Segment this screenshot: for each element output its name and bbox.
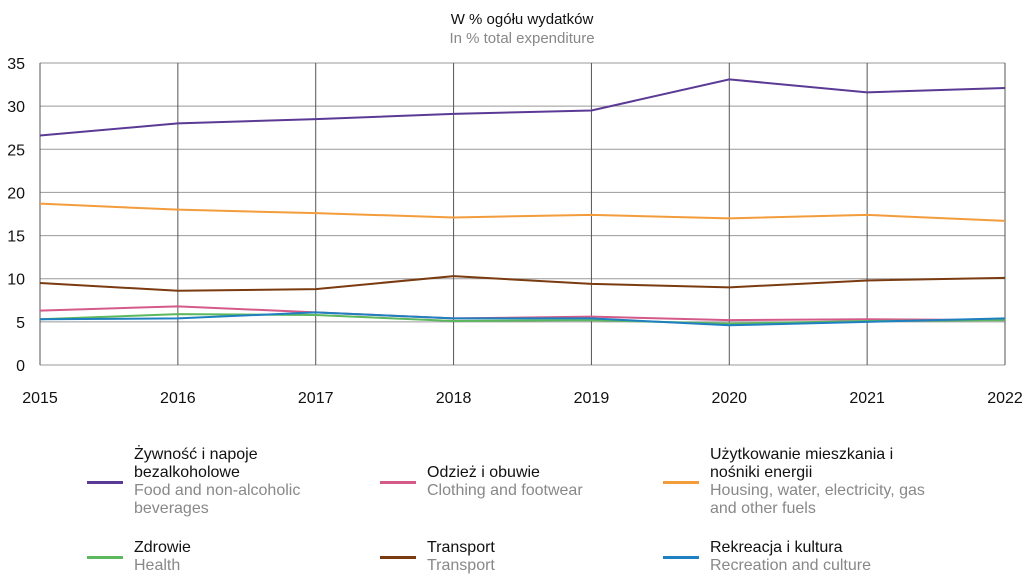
legend-swatch — [663, 480, 699, 484]
legend-item: Odzież i obuwie Clothing and footwear — [380, 464, 657, 500]
chart-title: W % ogółu wydatków — [451, 11, 594, 28]
legend-item: Żywność i napoje bezalkoholowe Food and n… — [87, 446, 334, 518]
legend-label-en: Transport — [427, 557, 495, 574]
y-tick-label: 10 — [7, 272, 25, 289]
series-line — [39, 311, 1006, 327]
y-tick-label: 20 — [7, 185, 25, 202]
legend-label: Rekreacja i kultura — [710, 539, 843, 556]
x-tick-label: 2020 — [711, 390, 747, 407]
y-tick-label: 5 — [16, 315, 25, 332]
y-tick-label: 15 — [7, 229, 25, 246]
legend-label: Żywność i napoje bezalkoholowe — [134, 446, 258, 481]
series-line — [39, 78, 1006, 137]
legend-text: Odzież i obuwie Clothing and footwear — [427, 464, 657, 500]
y-tick-label: 25 — [7, 142, 25, 159]
legend-item: Rekreacja i kultura Recreation and cultur… — [663, 539, 946, 575]
legend-label: Zdrowie — [134, 539, 191, 556]
x-tick-label: 2022 — [987, 390, 1023, 407]
legend-swatch — [87, 480, 123, 484]
legend-label: Transport — [427, 539, 495, 556]
legend-item: Transport Transport — [380, 539, 657, 575]
legend-label: Użytkowanie mieszkania i nośniki energii — [710, 446, 894, 481]
legend-label-en: Clothing and footwear — [427, 482, 583, 499]
y-tick-label: 35 — [7, 56, 25, 73]
legend-item: Użytkowanie mieszkania i nośniki energii… — [663, 446, 946, 518]
legend-text: Transport Transport — [427, 539, 657, 575]
x-tick-label: 2017 — [298, 390, 334, 407]
x-tick-label: 2019 — [574, 390, 610, 407]
y-tick-label: 0 — [16, 358, 25, 375]
legend-text: Rekreacja i kultura Recreation and cultur… — [710, 539, 946, 575]
legend-swatch — [380, 480, 416, 484]
legend-label-en: Housing, water, electricity, gas and oth… — [710, 482, 925, 517]
series-line — [39, 275, 1006, 292]
legend-swatch — [87, 555, 123, 559]
y-tick-label: 30 — [7, 99, 25, 116]
legend-text: Żywność i napoje bezalkoholowe Food and n… — [134, 446, 334, 518]
legend-swatch — [380, 555, 416, 559]
series-line — [39, 202, 1006, 222]
legend-label-en: Health — [134, 557, 181, 574]
x-tick-label: 2015 — [22, 390, 58, 407]
chart: W % ogółu wydatków In % total expenditur… — [7, 11, 1023, 407]
x-tick-label: 2021 — [849, 390, 885, 407]
chart-subtitle: In % total expenditure — [449, 30, 594, 47]
legend-text: Użytkowanie mieszkania i nośniki energii… — [710, 446, 946, 518]
x-tick-label: 2016 — [160, 390, 196, 407]
legend-label: Odzież i obuwie — [427, 464, 540, 481]
x-tick-label: 2018 — [436, 390, 472, 407]
legend-item: Zdrowie Health — [87, 539, 334, 575]
series-line — [39, 313, 1006, 325]
legend-text: Zdrowie Health — [134, 539, 334, 575]
legend-label-en: Food and non-alcoholic beverages — [134, 482, 301, 517]
legend-label-en: Recreation and culture — [710, 557, 871, 574]
legend-swatch — [663, 555, 699, 559]
